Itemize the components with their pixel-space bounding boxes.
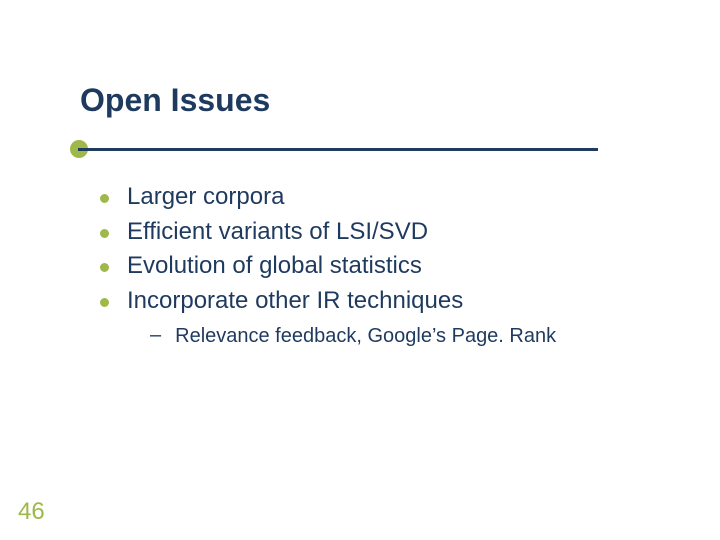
content-area: Larger corpora Efficient variants of LSI…: [100, 182, 650, 349]
sub-bullet-item: – Relevance feedback, Google’s Page. Ran…: [150, 323, 650, 349]
slide-title: Open Issues: [80, 82, 270, 119]
bullet-icon: [100, 298, 109, 307]
sub-bullet-dash-icon: –: [150, 324, 161, 347]
bullet-icon: [100, 194, 109, 203]
slide: Open Issues Larger corpora Efficient var…: [0, 0, 720, 540]
bullet-icon: [100, 229, 109, 238]
bullet-item: Evolution of global statistics: [100, 251, 650, 282]
bullet-item: Efficient variants of LSI/SVD: [100, 217, 650, 248]
sub-bullet-text: Relevance feedback, Google’s Page. Rank: [175, 323, 556, 349]
bullet-item: Larger corpora: [100, 182, 650, 213]
bullet-icon: [100, 263, 109, 272]
underline-line: [78, 148, 598, 151]
bullet-text: Incorporate other IR techniques: [127, 286, 463, 317]
bullet-text: Larger corpora: [127, 182, 284, 213]
bullet-text: Evolution of global statistics: [127, 251, 422, 282]
bullet-text: Efficient variants of LSI/SVD: [127, 217, 428, 248]
page-number: 46: [18, 498, 45, 526]
bullet-item: Incorporate other IR techniques: [100, 286, 650, 317]
title-underline: [70, 140, 600, 160]
